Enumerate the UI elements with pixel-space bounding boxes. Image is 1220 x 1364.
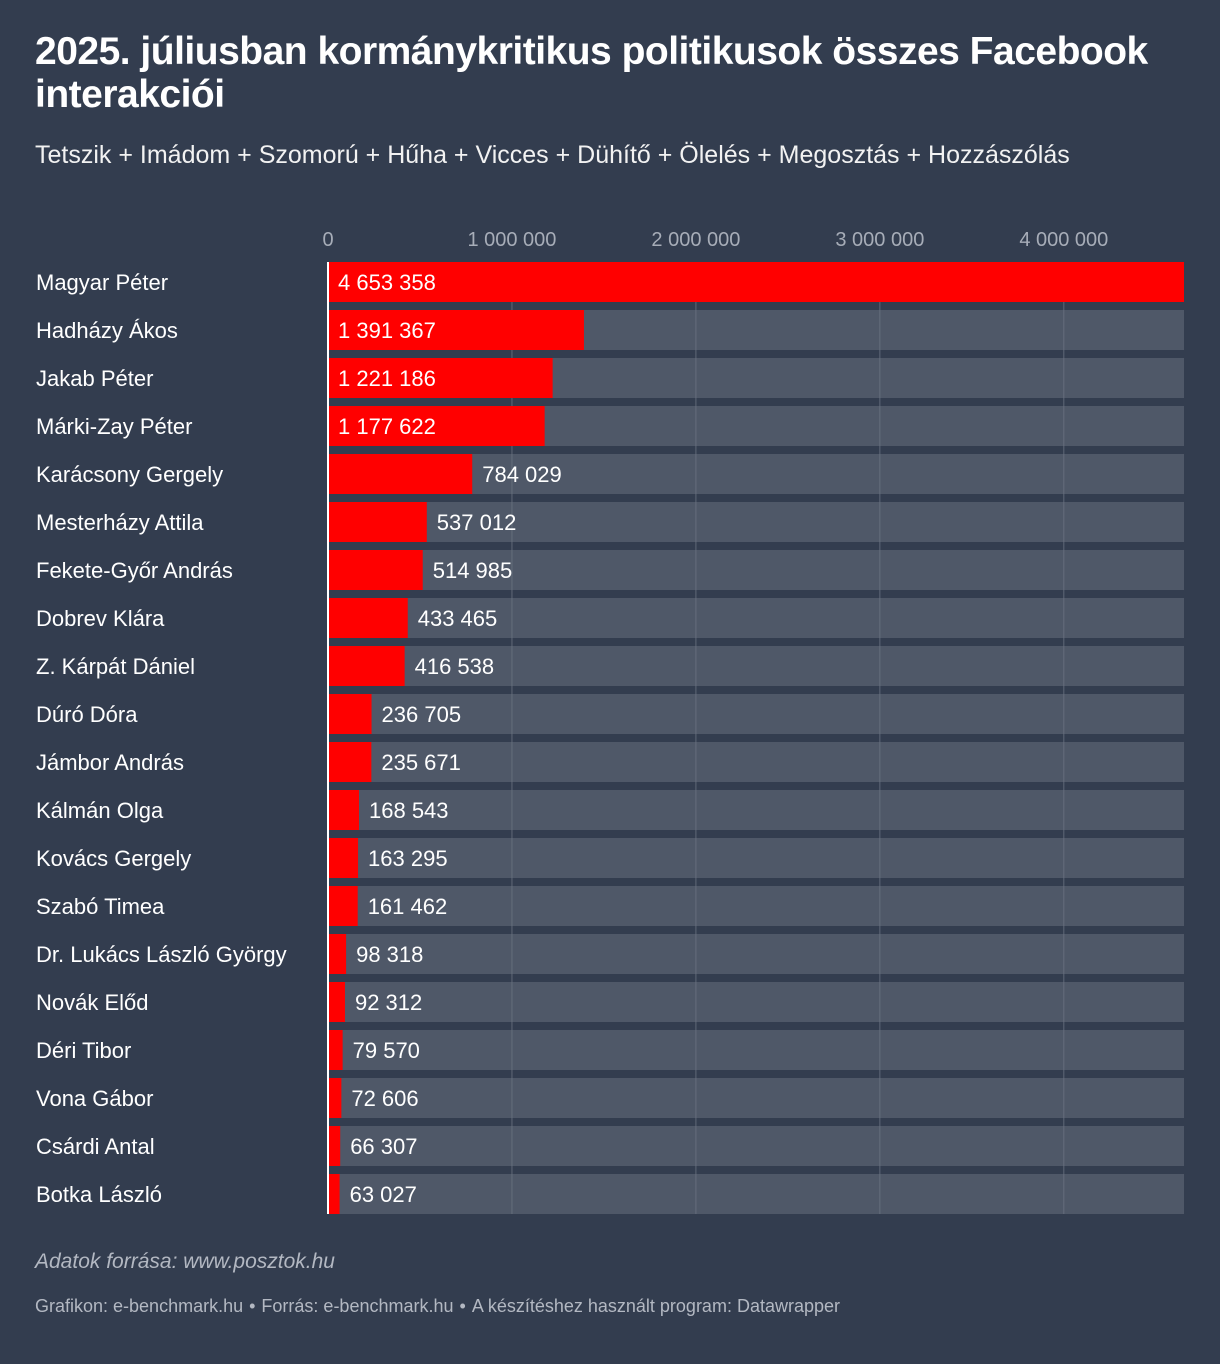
- category-label: Karácsony Gergely: [36, 462, 223, 487]
- value-label: 416 538: [415, 654, 495, 679]
- category-label: Dúró Dóra: [36, 702, 138, 727]
- category-label: Márki-Zay Péter: [36, 414, 192, 439]
- bar-track: [328, 1126, 1184, 1166]
- bar: [328, 838, 359, 878]
- chart-title: 2025. júliusban kormánykritikus politiku…: [35, 30, 1148, 116]
- category-label: Dobrev Klára: [36, 606, 165, 631]
- bar: [328, 646, 405, 686]
- value-label: 537 012: [437, 510, 517, 535]
- bar: [328, 1174, 340, 1214]
- bar: [328, 1126, 341, 1166]
- bar: [328, 358, 553, 398]
- credit-separator: •: [249, 1296, 256, 1316]
- category-label: Kálmán Olga: [36, 798, 164, 823]
- category-label: Kovács Gergely: [36, 846, 191, 871]
- bar: [328, 406, 545, 446]
- value-label: 72 606: [351, 1086, 418, 1111]
- value-label: 784 029: [482, 462, 562, 487]
- category-label: Jakab Péter: [36, 366, 153, 391]
- bar: [328, 310, 584, 350]
- credit-source: Forrás: e-benchmark.hu: [261, 1296, 454, 1316]
- bar-track: [328, 1174, 1184, 1214]
- x-tick-label: 0: [322, 229, 333, 251]
- category-label: Z. Kárpát Dániel: [36, 654, 195, 679]
- value-label: 79 570: [353, 1038, 420, 1063]
- bar-track: [328, 502, 1184, 542]
- value-label: 163 295: [368, 846, 448, 871]
- category-label: Déri Tibor: [36, 1038, 131, 1063]
- bar: [328, 982, 345, 1022]
- value-label: 433 465: [418, 606, 498, 631]
- x-tick-label: 4 000 000: [1019, 229, 1108, 251]
- value-label: 1 221 186: [338, 366, 436, 391]
- value-label: 4 653 358: [338, 270, 436, 295]
- credit-graphic: Grafikon: e-benchmark.hu: [35, 1296, 244, 1316]
- bar-track: [328, 742, 1184, 782]
- chart-subtitle: Tetszik + Imádom + Szomorú + Hűha + Vicc…: [35, 141, 1070, 169]
- value-label: 63 027: [350, 1182, 417, 1207]
- bar: [328, 454, 473, 494]
- value-label: 236 705: [382, 702, 462, 727]
- bar-track: [328, 1078, 1184, 1118]
- category-label: Fekete-Győr András: [36, 558, 233, 583]
- category-label: Jámbor András: [36, 750, 184, 775]
- value-label: 235 671: [381, 750, 461, 775]
- category-label: Szabó Timea: [36, 894, 165, 919]
- bar-track: [328, 1030, 1184, 1070]
- value-label: 1 391 367: [338, 318, 436, 343]
- bar: [328, 550, 423, 590]
- value-label: 1 177 622: [338, 414, 436, 439]
- bar: [328, 502, 427, 542]
- bar: [328, 694, 372, 734]
- value-label: 161 462: [368, 894, 448, 919]
- category-label: Botka László: [36, 1182, 162, 1207]
- bar: [328, 790, 360, 830]
- bar-track: [328, 982, 1184, 1022]
- value-label: 92 312: [355, 990, 422, 1015]
- category-label: Hadházy Ákos: [36, 318, 178, 343]
- bar-track: [328, 790, 1184, 830]
- value-label: 168 543: [369, 798, 449, 823]
- credit-separator: •: [459, 1296, 466, 1316]
- category-label: Magyar Péter: [36, 270, 168, 295]
- data-source-note: Adatok forrása: www.posztok.hu: [35, 1250, 335, 1273]
- bar-track: [328, 934, 1184, 974]
- credits-line: Grafikon: e-benchmark.hu • Forrás: e-bench…: [35, 1296, 840, 1317]
- bar-track: [328, 838, 1184, 878]
- bar: [328, 934, 347, 974]
- bar: [328, 1078, 342, 1118]
- x-tick-label: 1 000 000: [467, 229, 556, 251]
- bar: [328, 886, 358, 926]
- bar: [328, 742, 372, 782]
- bar: [328, 1030, 343, 1070]
- value-label: 98 318: [356, 942, 423, 967]
- x-tick-label: 3 000 000: [835, 229, 924, 251]
- bar-chart: 0 1 000 000 2 000 000 3 000 000 4 000 000 Mag…: [36, 229, 1184, 1214]
- category-label: Dr. Lukács László György: [36, 942, 287, 967]
- bar-track: [328, 598, 1184, 638]
- bar: [328, 598, 408, 638]
- value-label: 66 307: [350, 1134, 417, 1159]
- x-tick-label: 2 000 000: [651, 229, 740, 251]
- bar-track: [328, 646, 1184, 686]
- bar-track: [328, 550, 1184, 590]
- category-label: Mesterházy Attila: [36, 510, 204, 535]
- category-label: Novák Előd: [36, 990, 149, 1015]
- bar-track: [328, 694, 1184, 734]
- value-label: 514 985: [433, 558, 513, 583]
- category-label: Csárdi Antal: [36, 1134, 155, 1159]
- bar: [328, 262, 1184, 302]
- credit-program: A készítéshez használt program: Datawrap…: [471, 1296, 840, 1316]
- category-label: Vona Gábor: [36, 1086, 153, 1111]
- bar-track: [328, 886, 1184, 926]
